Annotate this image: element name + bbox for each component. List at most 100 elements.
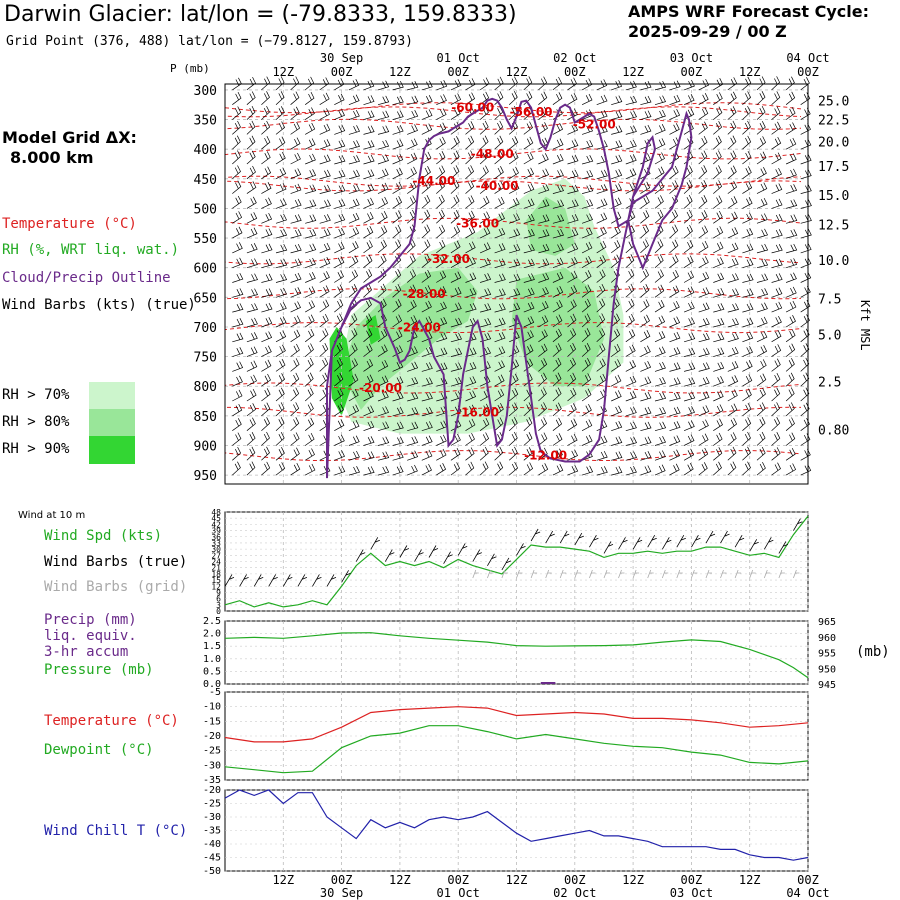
wind-barb-666	[610, 313, 620, 328]
wind-barb-920	[232, 418, 242, 431]
wind-barb-816	[465, 376, 477, 387]
wind-barb-431	[683, 224, 693, 239]
wind-barb-1016	[465, 447, 475, 461]
wind-barb-233	[713, 150, 722, 165]
wind-barb-399	[800, 214, 812, 224]
wind-barb-871	[684, 391, 696, 402]
wind-barb-331	[392, 196, 403, 209]
pressure-tick-6: 600	[194, 262, 217, 277]
wind-barb-582	[552, 286, 564, 298]
wind-barb-837	[771, 372, 781, 387]
wind-barb-660	[523, 316, 535, 328]
wind-barb-380	[523, 213, 535, 224]
wind-barb-150	[669, 123, 680, 135]
wind-barb-430	[669, 224, 679, 239]
wind-barb-1027	[625, 451, 638, 461]
wind-barb-138	[494, 120, 504, 135]
temperature-label-1: -56.00	[510, 105, 553, 119]
wind-barb-403	[275, 228, 288, 239]
wind-barb-883	[275, 402, 285, 417]
wind-barb-794	[727, 361, 739, 372]
wind-barb-635	[742, 303, 754, 313]
height-tick-9: 2.5	[818, 375, 841, 390]
wind-barb-187	[625, 139, 637, 150]
wind-barb-544	[581, 270, 592, 283]
wind-barb-41	[246, 91, 256, 105]
wind-barb-248	[348, 169, 361, 180]
wind-barb-426	[611, 225, 621, 239]
wind-barb-489	[363, 254, 373, 268]
wind-barb-true-35	[734, 534, 745, 548]
wind-barb-227	[625, 154, 637, 165]
wind-barb-606	[319, 299, 330, 313]
wind-barb-85	[305, 107, 315, 120]
wind-barb-grid-33	[705, 569, 712, 579]
precip-tick-1: 0.5	[203, 666, 221, 677]
wind-barb-519	[800, 257, 812, 269]
pressure-tick-3: 450	[194, 173, 217, 188]
wind-barb-273	[713, 165, 722, 180]
legend-cloud-outline: Cloud/Precip Outline	[2, 270, 171, 286]
wind-barb-57	[479, 91, 490, 105]
wind-barb-450	[377, 239, 387, 254]
wind-barb-243	[275, 167, 287, 180]
wind-barb-691	[392, 329, 403, 343]
wind-barb-961	[246, 432, 256, 446]
wind-barb-962	[261, 431, 270, 446]
wind-barb-328	[348, 198, 360, 209]
wind-barb-214	[436, 151, 446, 165]
wind-barb-384	[581, 213, 593, 224]
wind-barb-260	[523, 167, 535, 180]
wind-barb-956	[756, 417, 766, 431]
wind-barb-232	[698, 150, 708, 165]
wind-barb-132	[407, 124, 418, 135]
wind-barb-785	[596, 358, 606, 372]
wind-barb-116	[756, 105, 766, 120]
wind-barb-47	[334, 93, 345, 106]
wind-barb-773	[421, 362, 433, 372]
wind-barb-203	[275, 151, 286, 165]
wind-barb-884	[290, 402, 300, 417]
wind-barb-719	[800, 328, 810, 343]
wind-barb-902	[552, 402, 562, 417]
wind-barb-247	[334, 169, 346, 180]
wind-barb-518	[785, 258, 798, 269]
wind-barb-1039	[800, 448, 811, 461]
wind-barb-552	[698, 271, 710, 283]
wind-barb-874	[727, 389, 738, 402]
wind-barb-683	[275, 330, 287, 343]
wind-barb-287	[334, 184, 346, 194]
wind-barb-473	[713, 241, 724, 254]
wind-barb-true-10	[370, 537, 380, 550]
wind-barb-295	[450, 179, 460, 194]
wind-barb-107	[625, 110, 638, 120]
wind-barb-990	[669, 435, 681, 446]
wind-barb-1056	[465, 461, 475, 476]
wind-barb-357	[771, 198, 783, 209]
temperature-label-7: -32.00	[427, 252, 470, 266]
wind-barb-266	[611, 169, 623, 180]
wind-barb-224	[582, 155, 594, 165]
top-time-tick-5: 00Z	[564, 65, 586, 79]
temperature-label: Temperature (°C)	[44, 713, 179, 729]
wind-barb-804	[290, 372, 300, 387]
wind-barb-115	[742, 105, 751, 120]
wind-barb-851	[392, 391, 404, 402]
wind-barb-389	[654, 209, 664, 224]
wind-barb-676	[756, 316, 768, 328]
wind-barb-522	[261, 273, 273, 283]
wind-barb-166	[319, 139, 331, 150]
wind-barb-197	[771, 136, 782, 150]
wind-barb-999	[800, 433, 811, 446]
wind-barb-830	[669, 377, 681, 387]
wind-barb-591	[683, 286, 695, 298]
wind-barb-258	[494, 166, 504, 180]
wind-barb-121	[246, 120, 256, 135]
wind-barb-49	[363, 95, 375, 106]
wind-barb-326	[319, 199, 331, 209]
temperature-label-12: -12.00	[524, 449, 567, 463]
precip-accum-label: 3-hr accum	[44, 644, 129, 660]
wind-barb-686	[319, 328, 329, 343]
wind-barb-364	[290, 214, 302, 224]
wind-barb-468	[640, 239, 649, 254]
